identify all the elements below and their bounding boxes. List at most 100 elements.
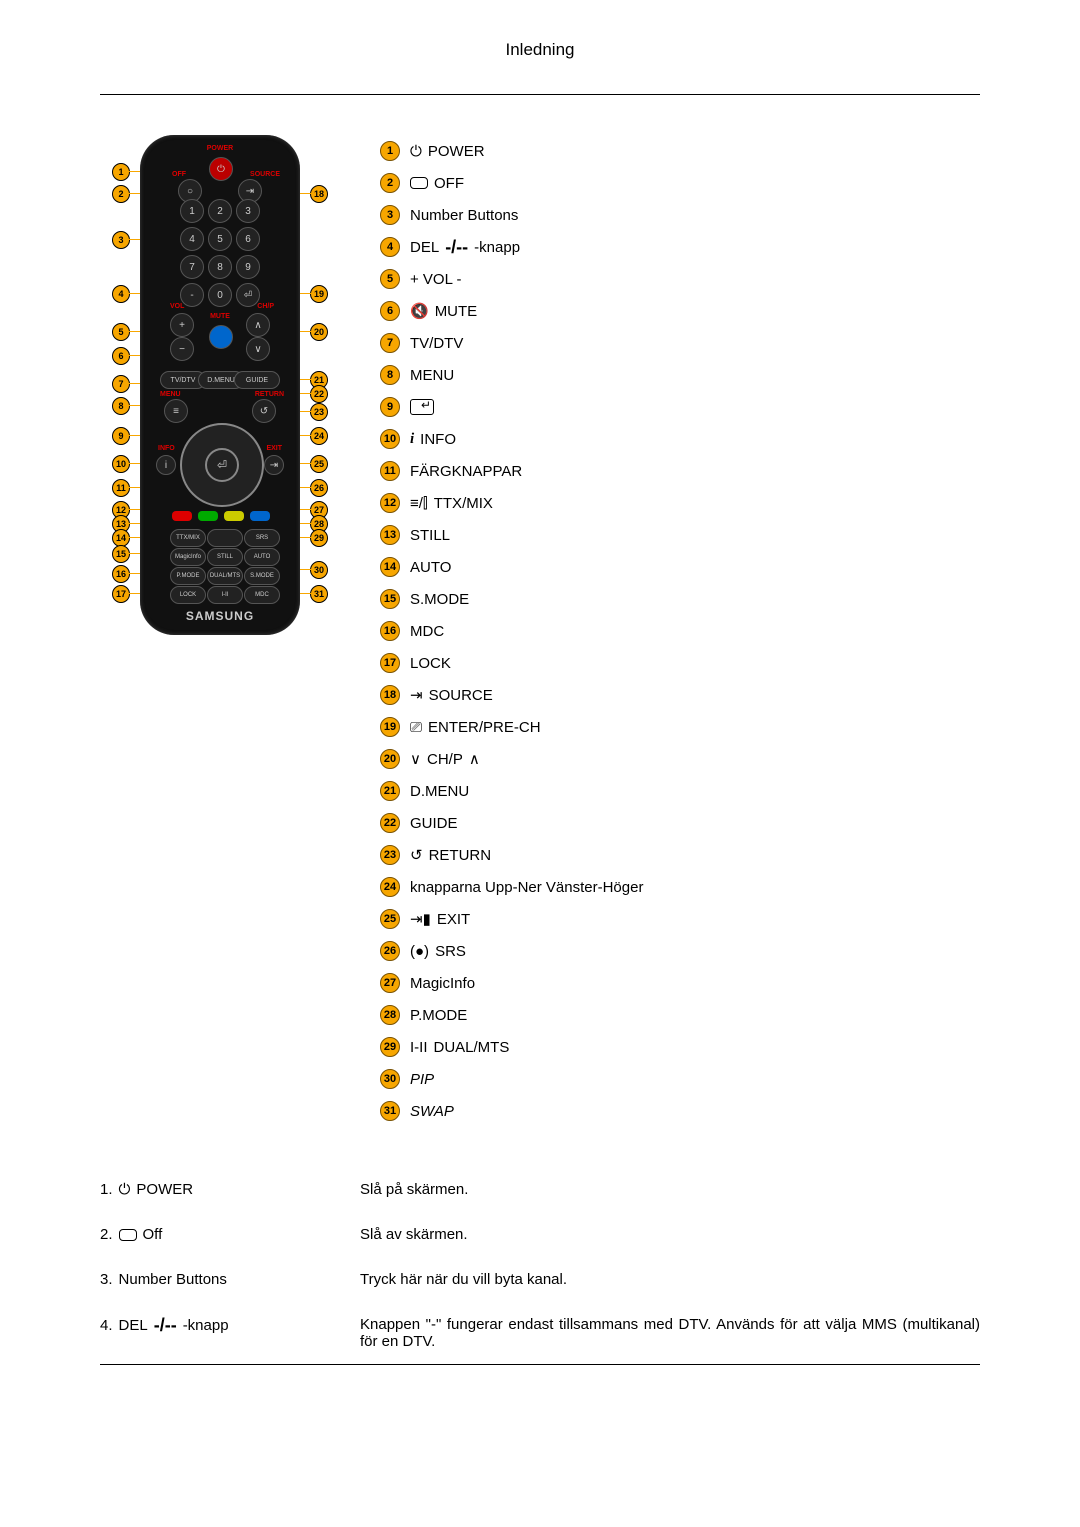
number-button[interactable]: 6 xyxy=(236,227,260,251)
return-button[interactable]: ↺ xyxy=(252,399,276,423)
callout-badge: 5 xyxy=(112,323,130,341)
func-button[interactable]: SRS xyxy=(244,529,280,547)
func-button[interactable]: MDC xyxy=(244,586,280,604)
func-button[interactable]: LOCK xyxy=(170,586,206,604)
power-button[interactable]: ⏻ xyxy=(209,157,233,181)
vol-down[interactable]: − xyxy=(170,337,194,361)
legend-item: 15S.MODE xyxy=(380,583,980,615)
description-text: Knappen "-" fungerar endast tillsammans … xyxy=(360,1316,980,1350)
dpad-center[interactable]: ⏎ xyxy=(205,448,239,482)
callout-badge: 25 xyxy=(310,455,328,473)
del-icon: -/-- xyxy=(445,238,468,256)
legend-badge: 23 xyxy=(380,845,400,865)
number-button[interactable]: 4 xyxy=(180,227,204,251)
exit-button[interactable]: ⇥ xyxy=(264,455,284,475)
legend-text: ∨ CH/P ∧ xyxy=(410,751,480,768)
power-icon: ⏻ xyxy=(119,1182,131,1197)
number-button[interactable]: 8 xyxy=(208,255,232,279)
legend-text: D.MENU xyxy=(410,783,469,800)
legend-item: 7TV/DTV xyxy=(380,327,980,359)
number-button[interactable]: 1 xyxy=(180,199,204,223)
description-row: 3. Number ButtonsTryck här när du vill b… xyxy=(100,1257,980,1302)
legend-item: 24knapparna Upp-Ner Vänster-Höger xyxy=(380,871,980,903)
color-button[interactable] xyxy=(224,511,244,521)
return-label: RETURN xyxy=(255,391,284,398)
brand-text: SAMSUNG xyxy=(140,609,300,623)
func-button[interactable]: TTX/MIX xyxy=(170,529,206,547)
number-button[interactable]: 9 xyxy=(236,255,260,279)
number-button[interactable]: 3 xyxy=(236,199,260,223)
func-button[interactable]: MagicInfo xyxy=(170,548,206,566)
callout-leader xyxy=(300,463,312,464)
callout-badge: 7 xyxy=(112,375,130,393)
guide-button[interactable]: GUIDE xyxy=(234,371,280,389)
callout-leader xyxy=(300,293,312,294)
callout-badge: 24 xyxy=(310,427,328,445)
legend-text: (●) SRS xyxy=(410,943,466,960)
legend-badge: 26 xyxy=(380,941,400,961)
color-button[interactable] xyxy=(198,511,218,521)
callout-leader xyxy=(300,537,312,538)
legend-item: 6🔇 MUTE xyxy=(380,295,980,327)
off-icon xyxy=(410,177,428,189)
info-button[interactable]: i xyxy=(156,455,176,475)
color-button[interactable] xyxy=(250,511,270,521)
legend-badge: 4 xyxy=(380,237,400,257)
number-button[interactable]: 0 xyxy=(208,283,232,307)
legend-badge: 20 xyxy=(380,749,400,769)
number-button[interactable]: 5 xyxy=(208,227,232,251)
legend-badge: 11 xyxy=(380,461,400,481)
up-chevron-icon: ∧ xyxy=(469,752,480,767)
legend-badge: 21 xyxy=(380,781,400,801)
description-text: Slå på skärmen. xyxy=(360,1181,980,1198)
dpad[interactable]: ⏎ xyxy=(180,423,264,507)
func-button[interactable]: STILL xyxy=(207,548,243,566)
prech-icon: ⎚ xyxy=(410,720,422,735)
mute-label: MUTE xyxy=(140,313,300,320)
legend-badge: 10 xyxy=(380,429,400,449)
legend-item: 11FÄRGKNAPPAR xyxy=(380,455,980,487)
func-button[interactable]: S.MODE xyxy=(244,567,280,585)
menu-label: MENU xyxy=(160,391,181,398)
description-label: 4. DEL -/-- -knapp xyxy=(100,1316,340,1334)
number-button[interactable]: 7 xyxy=(180,255,204,279)
mute-icon: 🔇 xyxy=(410,304,429,319)
power-icon: ⏻ xyxy=(410,144,422,159)
color-button[interactable] xyxy=(172,511,192,521)
dual-icon: I-II xyxy=(410,1040,428,1055)
ttx-icon: ≡/⫿ xyxy=(410,496,428,511)
legend-text: ⇥ SOURCE xyxy=(410,687,493,704)
legend-text: ⏻ POWER xyxy=(410,143,485,160)
callout-leader xyxy=(300,379,312,380)
func-button[interactable]: P.MODE xyxy=(170,567,206,585)
callout-leader xyxy=(128,239,140,240)
func-button[interactable]: I-II xyxy=(207,586,243,604)
legend-item: 3Number Buttons xyxy=(380,199,980,231)
exit-label: EXIT xyxy=(266,445,282,452)
callout-leader xyxy=(128,405,140,406)
menu-button[interactable]: ≡ xyxy=(164,399,188,423)
func-button[interactable]: AUTO xyxy=(244,548,280,566)
callout-leader xyxy=(300,331,312,332)
legend-text: MENU xyxy=(410,367,454,384)
mute-button[interactable] xyxy=(209,325,233,349)
legend-text: ⎚ ENTER/PRE-CH xyxy=(410,719,541,736)
legend-item: 23↺ RETURN xyxy=(380,839,980,871)
legend-badge: 29 xyxy=(380,1037,400,1057)
lower-button-grid: TTX/MIX SRS MagicInfoSTILLAUTO P.MODEDUAL/M… xyxy=(170,529,278,602)
func-button[interactable] xyxy=(207,529,243,547)
ch-down[interactable]: ∨ xyxy=(246,337,270,361)
legend-text: P.MODE xyxy=(410,1007,467,1024)
legend-item: 28P.MODE xyxy=(380,999,980,1031)
color-buttons-row xyxy=(172,511,270,521)
number-button[interactable]: 2 xyxy=(208,199,232,223)
srs-icon: (●) xyxy=(410,944,429,959)
legend-text: + VOL - xyxy=(410,271,462,288)
callout-badge: 4 xyxy=(112,285,130,303)
legend-item: 22GUIDE xyxy=(380,807,980,839)
legend-item: 20 ∨ CH/P ∧ xyxy=(380,743,980,775)
legend-badge: 2 xyxy=(380,173,400,193)
func-button[interactable]: DUAL/MTS xyxy=(207,567,243,585)
remote-body: POWER OFF SOURCE ⏻ ○ ⇥ 123456789-0⏎ + − … xyxy=(140,135,300,635)
legend-badge: 24 xyxy=(380,877,400,897)
